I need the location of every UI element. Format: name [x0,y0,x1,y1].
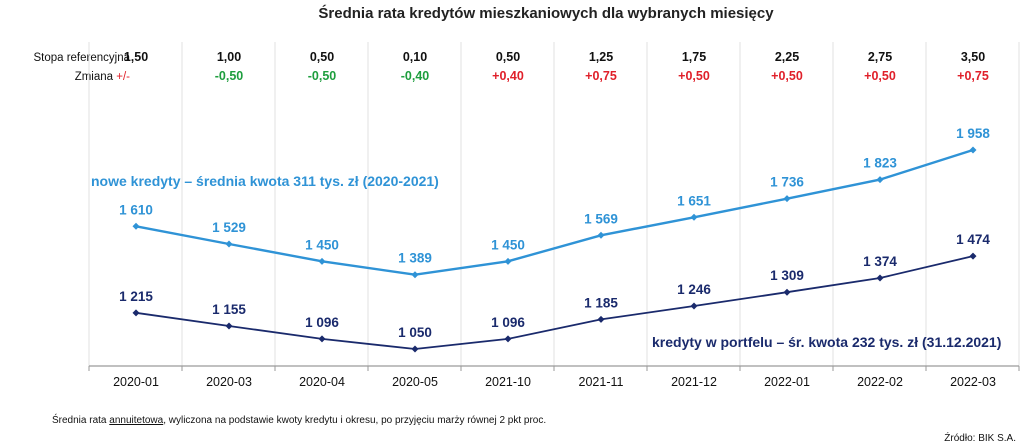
new-loans-point [690,213,698,221]
footnote-suffix: , wyliczona na podstawie kwoty kredytu i… [163,415,546,426]
rate-value: 0,10 [403,50,427,64]
chart-title: Średnia rata kredytów mieszkaniowych dla… [318,4,774,22]
series-name-portfolio: kredyty w portfelu – śr. kwota 232 tys. … [652,334,1001,350]
change-row-label-prefix: Zmiana [75,71,117,83]
portfolio-point [690,302,698,310]
change-value: +0,50 [864,69,896,83]
change-row-label: Zmiana +/- [75,71,130,83]
new-loans-data-label: 1 651 [677,193,711,208]
portfolio-data-label: 1 246 [677,282,711,297]
x-tick-label: 2020-04 [299,375,345,389]
rate-row-label: Stopa referencyjna [33,52,130,64]
new-loans-point [225,240,233,248]
portfolio-data-label: 1 096 [491,315,525,330]
portfolio-point [318,335,326,343]
change-row-label-sign: +/- [116,71,130,83]
portfolio-data-label: 1 155 [212,302,246,317]
change-row: -0,50 -0,50 -0,40 +0,40 +0,75 +0,50 +0,50 +0,50… [215,69,989,83]
new-loans-data-label: 1 450 [305,237,339,252]
rate-value: 1,50 [124,50,148,64]
new-loans-data-label: 1 529 [212,220,246,235]
portfolio-data-label: 1 309 [770,268,804,283]
new-loans-point [876,176,884,184]
x-axis: 2020-01 2020-03 2020-04 2020-05 2021-10 2021-… [88,365,1020,389]
portfolio-point [969,252,977,260]
portfolio-point [504,335,512,343]
series-group: 1 610 1 529 1 450 1 389 1 450 1 569 1 651 1 736… [119,126,990,353]
change-value: +0,75 [585,69,617,83]
new-loans-data-label: 1 736 [770,175,804,190]
new-loans-point [318,257,326,265]
portfolio-data-label: 1 050 [398,325,432,340]
x-tick-label: 2020-01 [113,375,159,389]
portfolio-point [225,322,233,330]
x-tick-label: 2022-02 [857,375,903,389]
new-loans-data-label: 1 450 [491,237,525,252]
x-tick-label: 2021-11 [579,375,624,389]
portfolio-point [783,288,791,296]
portfolio-point [597,315,605,323]
rate-value: 2,75 [868,50,892,64]
portfolio-point [411,345,419,353]
rate-value: 1,25 [589,50,613,64]
new-loans-point [411,271,419,279]
portfolio-data-label: 1 474 [956,232,990,247]
footnote-prefix: Średnia rata [52,413,109,426]
x-tick-label: 2020-05 [392,375,438,389]
portfolio-data-label: 1 096 [305,315,339,330]
footnote: Średnia rata annuitetowa, wyliczona na p… [52,413,546,426]
new-loans-data-label: 1 958 [956,126,990,141]
new-loans-point [132,222,140,230]
new-loans-data-label: 1 823 [863,156,897,171]
rate-value: 1,00 [217,50,241,64]
x-tick-label: 2022-01 [764,375,810,389]
new-loans-point [504,257,512,265]
new-loans-data-label: 1 569 [584,211,618,226]
change-value: -0,40 [401,69,430,83]
portfolio-line [135,255,974,350]
x-tick-label: 2022-03 [950,375,996,389]
portfolio-point [876,274,884,282]
new-loans-point [969,146,977,154]
new-loans-data-label: 1 389 [398,251,432,266]
x-tick-label: 2020-03 [206,375,252,389]
new-loans-point [597,231,605,239]
new-loans-data-label: 1 610 [119,202,153,217]
grid-lines [88,42,1020,366]
series-name-new-loans: nowe kredyty – średnia kwota 311 tys. zł… [91,173,439,189]
portfolio-data-label: 1 374 [863,254,897,269]
rate-value: 3,50 [961,50,985,64]
rate-row: 1,50 1,00 0,50 0,10 0,50 1,25 1,75 2,25 2,75 3,50 [124,50,985,64]
change-value: +0,50 [678,69,710,83]
rate-value: 2,25 [775,50,799,64]
change-value: +0,40 [492,69,524,83]
new-loans-line [135,148,974,276]
portfolio-point [132,309,140,317]
portfolio-data-label: 1 215 [119,289,153,304]
portfolio-data-label: 1 185 [584,295,618,310]
new-loans-point [783,195,791,203]
x-tick-label: 2021-12 [671,375,717,389]
footnote-underlined: annuitetowa [109,415,163,426]
change-value: +0,75 [957,69,989,83]
rate-value: 0,50 [310,50,334,64]
source-note: Źródło: BIK S.A. [944,431,1016,444]
change-value: +0,50 [771,69,803,83]
rate-value: 1,75 [682,50,706,64]
rate-value: 0,50 [496,50,520,64]
change-value: -0,50 [215,69,244,83]
change-value: -0,50 [308,69,337,83]
x-tick-label: 2021-10 [485,375,531,389]
